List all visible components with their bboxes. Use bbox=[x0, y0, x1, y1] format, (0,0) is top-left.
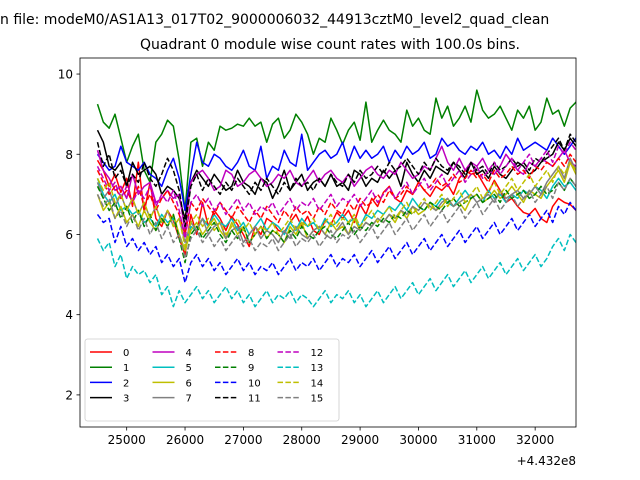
legend-box bbox=[84, 338, 340, 422]
legend-label-7: 7 bbox=[186, 394, 192, 405]
x-tick-label: 32000 bbox=[516, 433, 554, 447]
series-line-11 bbox=[96, 133, 576, 228]
legend-label-3: 3 bbox=[123, 394, 129, 405]
series-line-14 bbox=[96, 161, 576, 248]
x-tick-label: 27000 bbox=[224, 433, 262, 447]
legend-label-11: 11 bbox=[248, 394, 261, 405]
series-line-12 bbox=[96, 141, 576, 240]
legend-label-15: 15 bbox=[311, 394, 324, 405]
legend-label-6: 6 bbox=[186, 378, 192, 389]
legend-label-14: 14 bbox=[311, 378, 324, 389]
x-tick-label: 29000 bbox=[341, 433, 379, 447]
legend-label-5: 5 bbox=[186, 363, 192, 374]
series-line-13 bbox=[96, 233, 576, 308]
legend-label-9: 9 bbox=[248, 363, 254, 374]
series-line-9 bbox=[96, 177, 576, 264]
series-line-0 bbox=[96, 159, 576, 256]
x-offset-label: +4.432e8 bbox=[517, 454, 576, 468]
legend-label-0: 0 bbox=[123, 348, 129, 359]
figure-suptitle: n file: modeM0/AS1A13_017T02_9000006032_… bbox=[0, 12, 550, 28]
legend-label-2: 2 bbox=[123, 378, 129, 389]
legend-label-12: 12 bbox=[311, 348, 324, 359]
legend-label-4: 4 bbox=[186, 348, 192, 359]
series-line-4 bbox=[96, 145, 576, 232]
legend-label-8: 8 bbox=[248, 348, 254, 359]
legend-label-10: 10 bbox=[248, 378, 261, 389]
axes-frame bbox=[79, 57, 577, 428]
axes-layer: 25000 26000 27000 28000 29000 30000 31000 32000… bbox=[58, 57, 577, 468]
y-tick-label: 2 bbox=[65, 388, 73, 402]
x-tick-label: 28000 bbox=[283, 433, 321, 447]
series-line-2 bbox=[96, 133, 576, 212]
series-line-10 bbox=[96, 201, 576, 284]
legend-label-1: 1 bbox=[123, 363, 129, 374]
legend-label-13: 13 bbox=[311, 363, 324, 374]
series-line-8 bbox=[96, 153, 576, 236]
x-tick-label: 26000 bbox=[166, 433, 204, 447]
series-layer bbox=[96, 89, 576, 308]
series-line-1 bbox=[96, 89, 576, 212]
y-tick-label: 4 bbox=[65, 308, 73, 322]
chart-title: Quadrant 0 module wise count rates with … bbox=[140, 37, 520, 53]
series-line-3 bbox=[96, 129, 576, 220]
x-tick-label: 30000 bbox=[399, 433, 437, 447]
y-tick-label: 8 bbox=[65, 148, 73, 162]
y-tick-label: 10 bbox=[58, 68, 73, 82]
series-line-7 bbox=[96, 157, 576, 244]
y-tick-label: 6 bbox=[65, 228, 73, 242]
series-line-15 bbox=[96, 177, 576, 260]
x-tick-label: 31000 bbox=[458, 433, 496, 447]
x-tick-label: 25000 bbox=[108, 433, 146, 447]
